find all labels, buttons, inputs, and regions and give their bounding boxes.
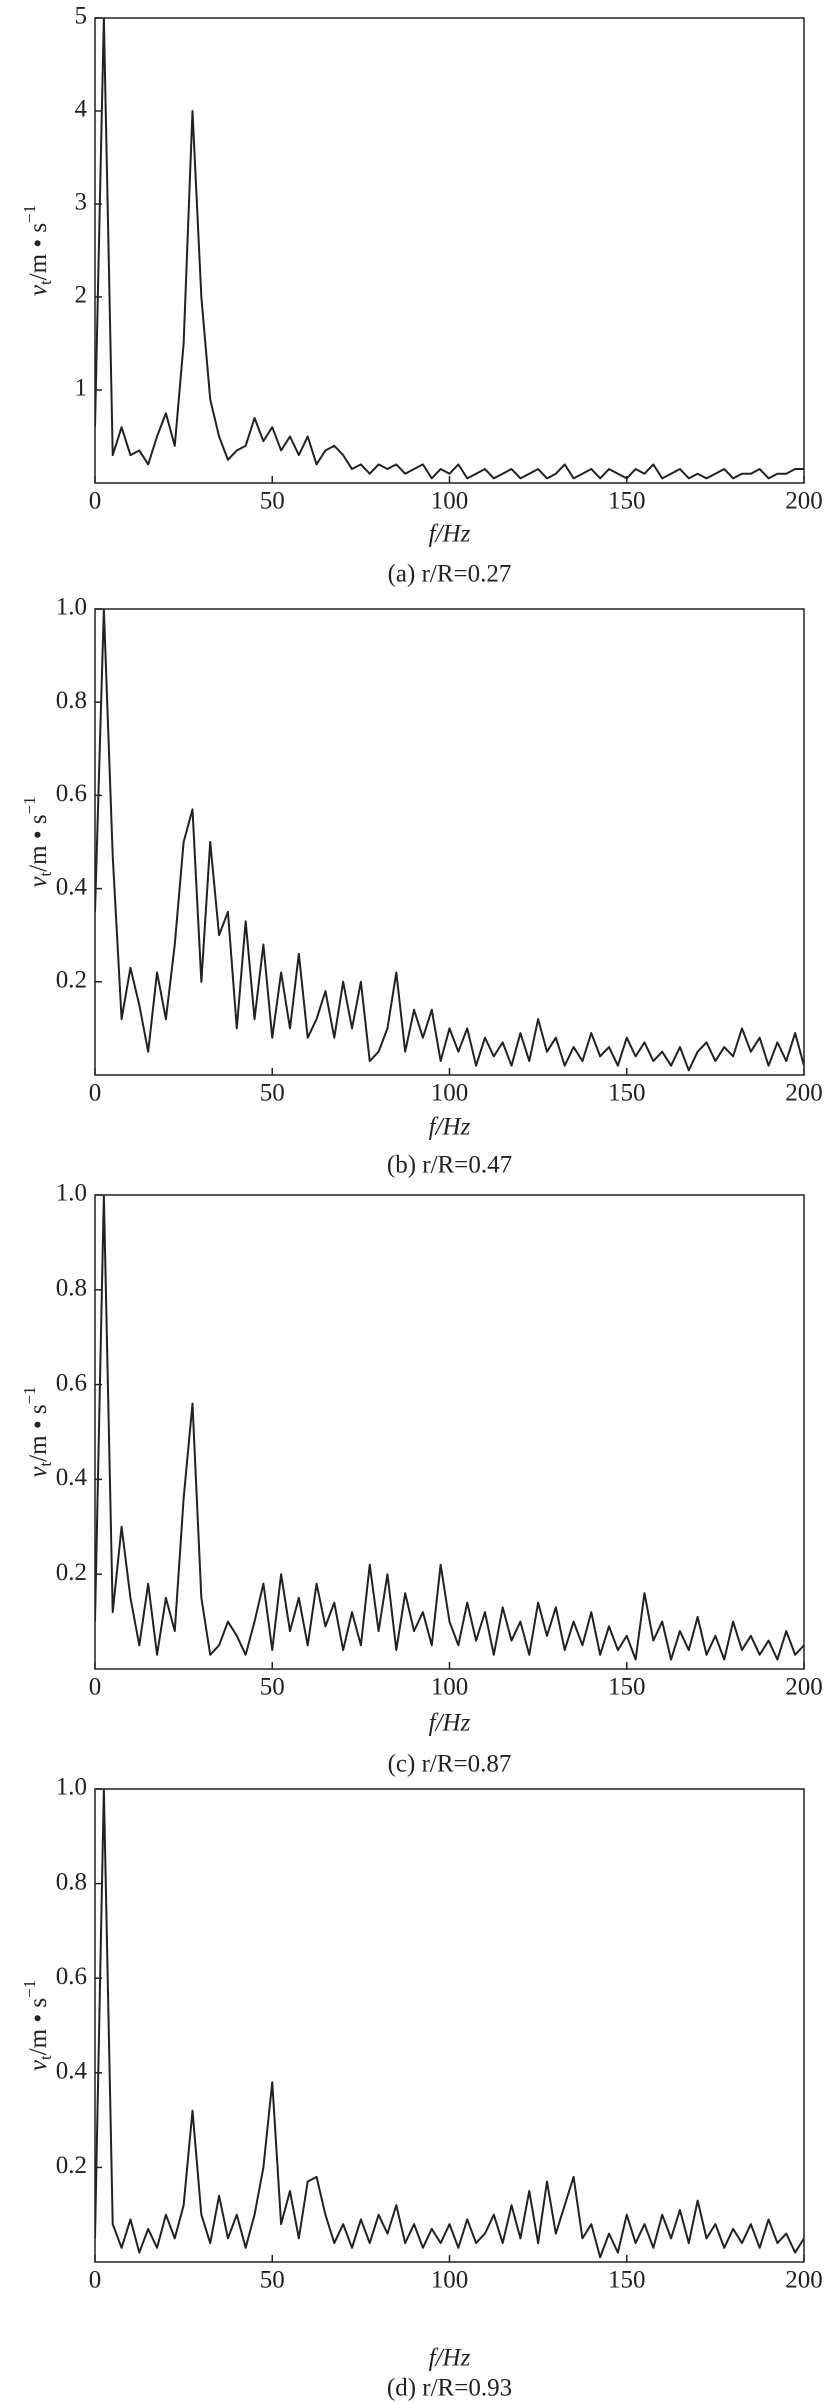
x-tick-label: 150 <box>608 2267 646 2294</box>
y-tick-label: 4 <box>75 96 88 123</box>
y-label-unit: /m • s <box>25 223 52 280</box>
x-tick-label: 100 <box>431 2267 469 2294</box>
data-line <box>95 1195 804 1661</box>
x-tick-label: 150 <box>608 1080 646 1107</box>
y-label-sup: −1 <box>20 796 39 814</box>
x-axis-label: f/Hz <box>429 521 471 548</box>
y-label-sub: t <box>36 1462 55 1467</box>
x-tick-label: 200 <box>785 1080 823 1107</box>
y-axis-label: vt/m • s−1 <box>20 205 55 296</box>
plot-frame <box>94 17 805 484</box>
y-tick-label: 0.6 <box>56 780 87 807</box>
x-tick-label: 200 <box>785 2267 823 2294</box>
y-tick-label: 1.0 <box>56 594 87 621</box>
x-tick-label: 150 <box>608 1674 646 1701</box>
y-tick-label: 1.0 <box>56 1180 87 1207</box>
y-label-sup: −1 <box>20 1386 39 1404</box>
y-label-sub: t <box>36 2055 55 2060</box>
x-axis-label: f/Hz <box>429 2345 471 2372</box>
x-axis-label: f/Hz <box>429 1114 471 1141</box>
y-tick-label: 0.2 <box>56 2152 87 2179</box>
data-line <box>95 18 804 480</box>
panel: 0.2 0.4 0.6 0.8 1.0 0 50 100 150 200 f/Hz (d) r/R=0… <box>20 1774 823 2402</box>
data-line <box>95 1789 804 2259</box>
y-axis-label: vt/m • s−1 <box>20 1980 55 2071</box>
x-tick-label: 200 <box>785 1674 823 1701</box>
y-tick-label: 5 <box>75 3 88 30</box>
y-label-sub: t <box>36 280 55 285</box>
y-tick-label: 1.0 <box>56 1774 87 1801</box>
y-label-symbol: v <box>25 2059 52 2071</box>
plot-frame <box>94 608 805 1076</box>
y-tick-label: 0.4 <box>56 873 88 900</box>
x-tick-label: 0 <box>89 1674 102 1701</box>
x-tick-label: 100 <box>431 1674 469 1701</box>
caption: (c) r/R=0.87 <box>388 1751 512 1778</box>
x-tick-label: 150 <box>608 488 646 515</box>
y-label-unit: /m • s <box>25 1998 52 2055</box>
data-line <box>95 609 804 1072</box>
x-tick-label: 50 <box>260 1080 285 1107</box>
x-tick-label: 50 <box>260 1674 285 1701</box>
caption: (b) r/R=0.47 <box>387 1152 512 1179</box>
y-tick-label: 0.8 <box>56 1868 87 1895</box>
y-tick-label: 0.8 <box>56 1275 87 1302</box>
panel: 0.2 0.4 0.6 0.8 1.0 0 50 100 150 200 f/Hz (b) r/R=0… <box>20 594 823 1179</box>
y-tick-label: 3 <box>75 189 88 216</box>
y-label-sub: t <box>36 872 55 877</box>
y-label-sup: −1 <box>20 205 39 223</box>
x-tick-label: 200 <box>785 488 823 515</box>
y-label-symbol: v <box>25 1466 52 1478</box>
y-tick-label: 0.2 <box>56 1559 87 1586</box>
plot-frame <box>94 1788 805 2263</box>
y-tick-label: 0.6 <box>56 1369 87 1396</box>
y-tick-label: 0.4 <box>56 1464 88 1491</box>
y-axis-label: vt/m • s−1 <box>20 796 55 887</box>
y-label-symbol: v <box>25 284 52 296</box>
x-axis-label: f/Hz <box>429 1710 471 1737</box>
x-tick-label: 0 <box>89 1080 102 1107</box>
y-tick-label: 0.2 <box>56 967 87 994</box>
x-tick-label: 0 <box>89 2267 102 2294</box>
y-label-unit: /m • s <box>25 1404 52 1461</box>
caption: (d) r/R=0.93 <box>387 2375 512 2402</box>
y-axis-label: vt/m • s−1 <box>20 1386 55 1477</box>
y-tick-label: 0.6 <box>56 1963 87 1990</box>
y-label-sup: −1 <box>20 1980 39 1998</box>
caption: (a) r/R=0.27 <box>388 561 512 588</box>
y-tick-label: 2 <box>75 282 88 309</box>
x-tick-label: 50 <box>260 488 285 515</box>
y-tick-label: 0.8 <box>56 687 87 714</box>
y-tick-label: 1 <box>75 375 88 402</box>
y-label-symbol: v <box>25 876 52 888</box>
panel: 0.2 0.4 0.6 0.8 1.0 0 50 100 150 200 f/Hz (c) r/R=0… <box>20 1180 823 1778</box>
y-tick-label: 0.4 <box>56 2058 88 2085</box>
x-tick-label: 100 <box>431 1080 469 1107</box>
x-tick-label: 50 <box>260 2267 285 2294</box>
x-tick-label: 100 <box>431 488 469 515</box>
x-tick-label: 0 <box>89 488 102 515</box>
y-label-unit: /m • s <box>25 814 52 871</box>
